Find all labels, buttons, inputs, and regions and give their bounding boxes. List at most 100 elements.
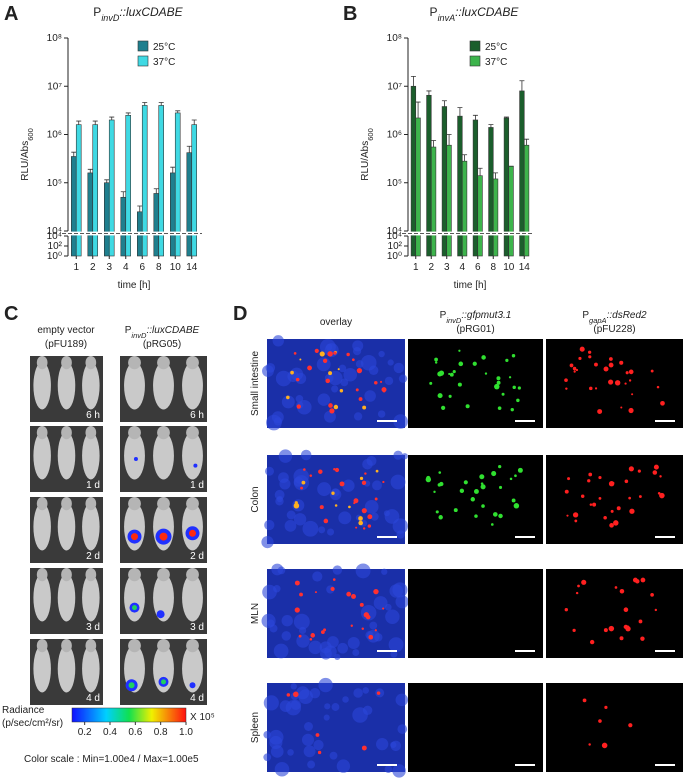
mouse — [82, 644, 100, 693]
signal — [299, 358, 302, 361]
nucleus — [342, 479, 355, 492]
signal — [337, 368, 340, 371]
y-tick-label: 10⁴ — [387, 231, 402, 242]
title-part: P — [125, 325, 132, 336]
legend-swatch — [137, 40, 149, 52]
signal — [355, 526, 358, 529]
signal — [294, 607, 300, 613]
signal — [517, 467, 523, 473]
panel-label: B — [343, 3, 357, 25]
colorbar-tick-label: 1.0 — [179, 727, 193, 738]
signal — [382, 480, 385, 484]
signal — [656, 385, 660, 389]
nucleus — [307, 760, 316, 769]
title-subscript: invD — [101, 13, 120, 23]
timepoint-label: 6 h — [86, 410, 100, 421]
nucleus — [327, 528, 335, 536]
legend-swatch — [469, 55, 481, 67]
signal — [374, 497, 378, 501]
signal — [314, 591, 317, 594]
row-label: Small intestine — [250, 351, 261, 416]
signal — [614, 586, 618, 589]
nucleus — [381, 568, 388, 575]
nucleus — [393, 450, 403, 460]
signal — [580, 494, 585, 499]
signal — [286, 693, 291, 697]
signal — [578, 356, 582, 361]
mouse-head — [36, 356, 48, 370]
title-part: ::gfpmut3.1 — [461, 310, 511, 321]
bar — [186, 152, 193, 257]
nucleus — [366, 455, 377, 466]
colorbar-unit: (p/sec/cm²/sr) — [2, 718, 63, 729]
signal — [350, 624, 353, 627]
title-subscript: invD — [446, 316, 462, 325]
error-bar — [175, 110, 181, 113]
nucleus — [360, 354, 377, 371]
signal — [587, 479, 591, 483]
signal — [481, 355, 486, 360]
mouse — [57, 361, 76, 410]
signal — [303, 468, 306, 471]
column-subtitle: (pRG01) — [456, 324, 494, 335]
y-axis-label: RLU/Abs600 — [20, 128, 35, 181]
nucleus — [390, 650, 398, 658]
signal — [319, 351, 325, 357]
nucleus — [320, 647, 332, 660]
error-bar — [488, 124, 494, 128]
nucleus — [384, 765, 393, 773]
bar — [120, 196, 127, 257]
signal — [328, 371, 333, 376]
nucleus — [264, 519, 275, 531]
signal — [458, 349, 461, 352]
nucleus — [290, 683, 297, 690]
error-bar — [519, 80, 525, 91]
signal — [331, 491, 335, 495]
signal — [513, 503, 520, 509]
x-tick-label: 1 — [413, 262, 419, 273]
signal — [589, 639, 595, 645]
signal — [631, 393, 634, 396]
chart-title: PinvD::luxCDABE — [93, 5, 183, 23]
signal — [511, 498, 516, 503]
y-tick-label: 10⁷ — [387, 81, 402, 92]
mouse-head — [128, 568, 141, 582]
signal — [480, 484, 486, 490]
signal — [619, 360, 624, 365]
nucleus — [313, 739, 324, 751]
nucleus — [293, 513, 307, 526]
title-part: P — [430, 5, 438, 19]
nucleus — [309, 687, 321, 699]
chart-title: PinvA::luxCDABE — [430, 5, 520, 23]
error-bar — [71, 151, 77, 157]
nucleus — [323, 714, 330, 721]
nucleus — [318, 526, 326, 534]
signal — [620, 406, 623, 409]
bar — [430, 146, 437, 257]
signal — [328, 403, 333, 408]
nucleus — [327, 636, 339, 648]
mouse-head — [61, 639, 72, 653]
legend-label: 25°C — [153, 42, 175, 53]
mouse-head — [36, 426, 48, 440]
signal — [339, 389, 344, 393]
nucleus — [272, 335, 284, 347]
signal — [435, 510, 439, 514]
nucleus — [395, 693, 409, 707]
y-axis-label-part: RLU/Abs — [360, 141, 371, 181]
signal — [637, 469, 641, 473]
nucleus — [398, 374, 408, 383]
nucleus — [352, 649, 360, 657]
nucleus — [377, 410, 386, 418]
bar — [488, 127, 494, 257]
nucleus — [389, 584, 404, 598]
bar — [446, 144, 452, 257]
bar — [461, 160, 468, 257]
error-bar — [441, 100, 447, 107]
error-bar — [120, 191, 126, 198]
nucleus — [261, 613, 276, 628]
nucleus — [273, 584, 281, 593]
nucleus — [324, 410, 336, 423]
signal — [329, 408, 335, 414]
signal — [592, 502, 597, 507]
